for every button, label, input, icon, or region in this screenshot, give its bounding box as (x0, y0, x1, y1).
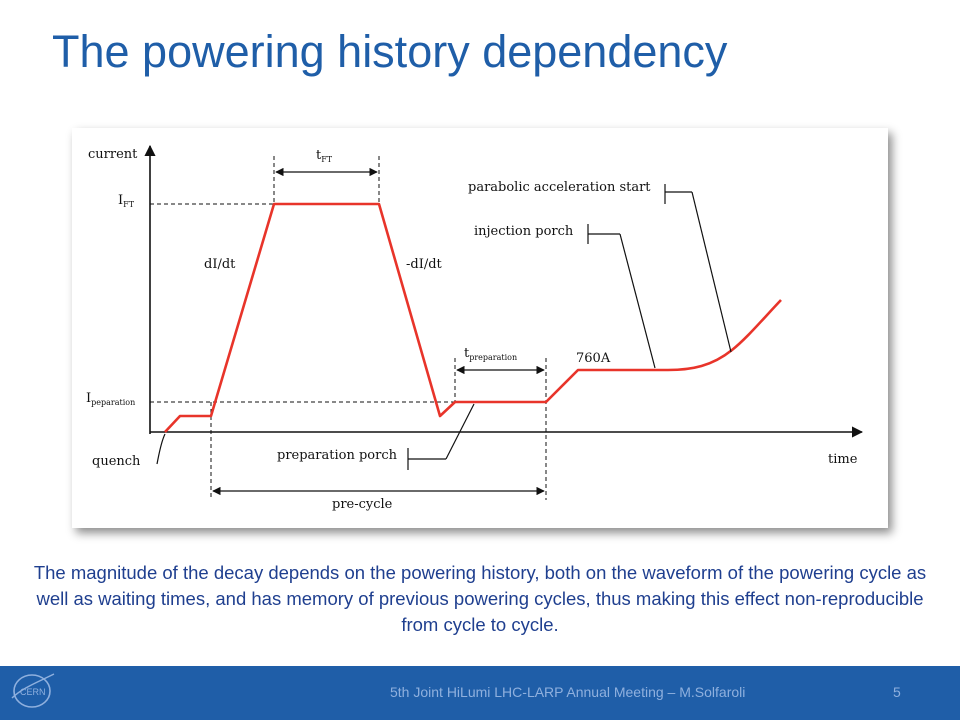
quench-curve (156, 433, 166, 465)
y-axis-label: current (88, 147, 138, 162)
ift-label: IFT (118, 193, 135, 209)
ramp-up-label: dI/dt (204, 257, 236, 272)
ipreparation-label: Ipeparation (86, 391, 135, 407)
parabolic-label: parabolic acceleration start (468, 180, 651, 195)
footer-text: 5th Joint HiLumi LHC-LARP Annual Meeting… (390, 684, 746, 700)
slide-caption: The magnitude of the decay depends on th… (33, 562, 927, 635)
powering-curve (164, 202, 782, 433)
level-760-label: 760A (576, 351, 611, 366)
precycle-label: pre-cycle (332, 497, 393, 512)
preparation-porch-label: preparation porch (277, 448, 398, 463)
powering-cycle-diagram: current time IFT Ipeparation quench tFT … (86, 144, 864, 512)
ramp-down-label: -dI/dt (406, 257, 443, 272)
x-axis-label: time (828, 452, 858, 467)
tprep-label: tpreparation (464, 346, 517, 362)
powering-cycle-figure: current time IFT Ipeparation quench tFT … (72, 128, 888, 528)
page-number: 5 (893, 684, 901, 700)
cern-logo-icon: CERN (11, 673, 55, 708)
parabolic-leader (691, 191, 732, 353)
footer-bar (0, 666, 960, 720)
slide-title: The powering history dependency (52, 26, 728, 77)
quench-label: quench (92, 454, 141, 469)
injection-leader (619, 233, 656, 369)
tft-label: tFT (316, 148, 333, 164)
prep-porch-leader (445, 403, 475, 460)
injection-label: injection porch (474, 224, 574, 239)
cern-logo-text: CERN (20, 687, 46, 697)
